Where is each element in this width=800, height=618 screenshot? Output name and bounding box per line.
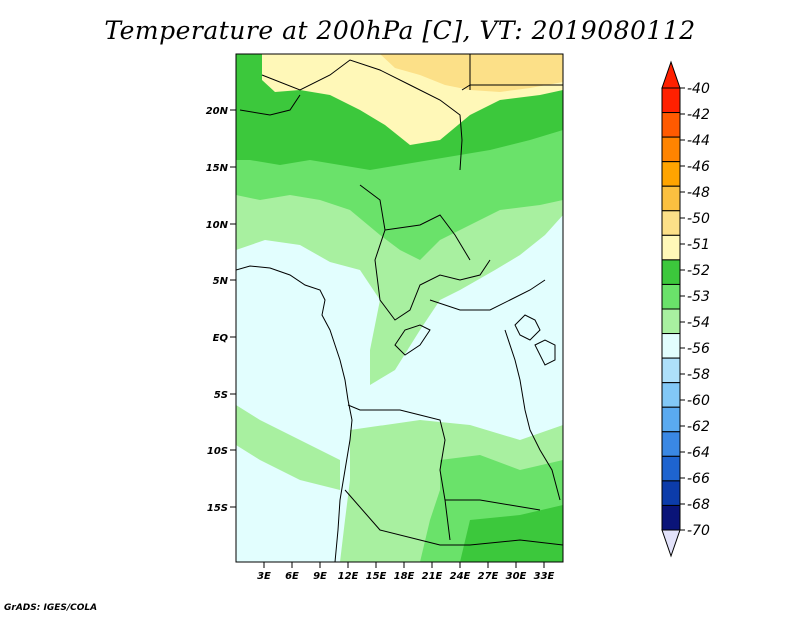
lon-label: 15E bbox=[366, 571, 387, 582]
temperature-field bbox=[236, 54, 563, 562]
lat-label: 10S bbox=[207, 446, 228, 457]
colorbar-label: -66 bbox=[687, 471, 710, 487]
colorbar-label: -54 bbox=[687, 315, 710, 331]
colorbar-swatch bbox=[661, 480, 681, 506]
colorbar-swatch bbox=[661, 357, 681, 384]
colorbar-label: -44 bbox=[687, 133, 710, 149]
lon-label: 6E bbox=[285, 571, 299, 582]
lon-label: 33E bbox=[534, 571, 555, 582]
colorbar-label: -51 bbox=[687, 237, 710, 253]
colorbar-swatch bbox=[661, 455, 681, 482]
colorbar-label: -42 bbox=[687, 107, 710, 123]
lon-label: 27E bbox=[478, 571, 499, 582]
colorbar-swatch bbox=[661, 308, 681, 335]
lon-label: 18E bbox=[394, 571, 415, 582]
colorbar-swatch bbox=[661, 185, 681, 212]
lat-label: 5N bbox=[213, 276, 229, 287]
map-frame bbox=[235, 53, 564, 563]
colorbar-label: -53 bbox=[687, 289, 710, 305]
colorbar-bottom-arrow bbox=[661, 529, 681, 558]
lat-label: 10N bbox=[206, 220, 229, 231]
lat-label: 20N bbox=[206, 106, 229, 117]
lat-label: EQ bbox=[213, 333, 229, 344]
colorbar-swatch bbox=[661, 283, 681, 310]
colorbar-top-arrow bbox=[661, 60, 681, 89]
colorbar-label: -64 bbox=[687, 445, 710, 461]
colorbar-swatch bbox=[661, 382, 681, 408]
colorbar-label: -40 bbox=[687, 81, 710, 97]
colorbar: -40 -42 -44 -46 -48 -50 -51 -52 -53 -54 -56 -58 -60 -… bbox=[661, 60, 710, 558]
colorbar-swatch bbox=[661, 504, 681, 531]
colorbar-label: -62 bbox=[687, 419, 710, 435]
colorbar-label: -70 bbox=[687, 523, 710, 539]
coastlines-borders bbox=[236, 54, 563, 562]
colorbar-swatch bbox=[661, 259, 681, 285]
colorbar-label: -56 bbox=[687, 341, 710, 357]
map-title: Temperature at 200hPa [C], VT: 201908011… bbox=[104, 16, 696, 45]
colorbar-label: -68 bbox=[687, 497, 710, 513]
lat-label: 15S bbox=[207, 503, 228, 514]
colorbar-label: -50 bbox=[687, 211, 710, 227]
colorbar-label: -60 bbox=[687, 393, 710, 409]
lon-label: 30E bbox=[506, 571, 527, 582]
colorbar-swatch bbox=[661, 161, 681, 187]
colorbar-swatch bbox=[661, 234, 681, 261]
lon-label: 3E bbox=[257, 571, 271, 582]
lon-label: 24E bbox=[450, 571, 471, 582]
lon-label: 9E bbox=[313, 571, 327, 582]
colorbar-swatch bbox=[661, 136, 681, 163]
colorbar-swatch bbox=[661, 87, 681, 114]
colorbar-swatch bbox=[661, 333, 681, 359]
credit-text: GrADS: IGES/COLA bbox=[4, 603, 98, 613]
colorbar-label: -46 bbox=[687, 159, 710, 175]
colorbar-swatch bbox=[661, 406, 681, 433]
lon-label: 21E bbox=[422, 571, 443, 582]
colorbar-label: -48 bbox=[687, 185, 710, 201]
colorbar-swatch bbox=[661, 431, 681, 457]
colorbar-swatch bbox=[661, 210, 681, 236]
lat-label: 15N bbox=[206, 163, 229, 174]
colorbar-label: -58 bbox=[687, 367, 710, 383]
colorbar-label: -52 bbox=[687, 263, 710, 279]
colorbar-swatch bbox=[661, 112, 681, 138]
lat-label: 5S bbox=[214, 390, 228, 401]
lon-label: 12E bbox=[338, 571, 359, 582]
